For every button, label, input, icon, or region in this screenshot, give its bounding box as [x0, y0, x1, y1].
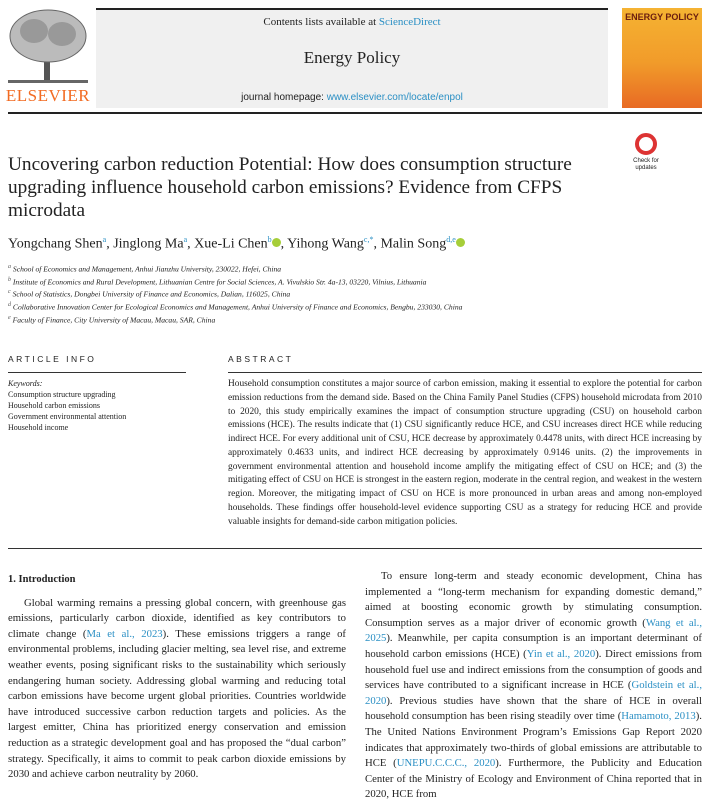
- contents-line: Contents lists available at ScienceDirec…: [96, 16, 608, 28]
- sciencedirect-link[interactable]: ScienceDirect: [378, 16, 441, 28]
- cover-title: ENERGY POLICY: [625, 12, 699, 22]
- affiliation-marker: d: [8, 301, 11, 308]
- affiliation-marker: e: [8, 314, 11, 321]
- homepage-link[interactable]: www.elsevier.com/locate/enpol: [326, 92, 463, 103]
- affiliation-text: Institute of Economics and Rural Develop…: [12, 277, 427, 287]
- elsevier-logo[interactable]: ELSEVIER: [4, 6, 92, 106]
- author-name[interactable]: Malin Song: [380, 236, 447, 252]
- author-name[interactable]: Xue-Li Chen: [194, 236, 268, 252]
- body-text: ). These emissions triggers a range of e…: [8, 627, 346, 781]
- citation-link[interactable]: UNEPU.C.C.C., 2020: [396, 757, 496, 770]
- keyword: Government environmental attention: [8, 412, 127, 421]
- body-text: ). Previous studies have shown that the …: [365, 694, 702, 723]
- body-text: Global warming remains a pressing global…: [8, 596, 346, 640]
- tree-icon: [8, 9, 88, 83]
- affiliation-marker: b: [8, 276, 11, 283]
- keywords: Keywords: Consumption structure upgradin…: [8, 378, 126, 433]
- contents-prefix: Contents lists available at: [263, 16, 379, 28]
- affiliation: a School of Economics and Management, An…: [8, 262, 462, 275]
- journal-header: Contents lists available at ScienceDirec…: [96, 8, 608, 108]
- citation-link[interactable]: Hamamoto, 2013: [621, 710, 696, 723]
- divider: [8, 548, 702, 549]
- abstract-heading: ABSTRACT: [228, 354, 294, 364]
- body-paragraph: To ensure long-term and steady economic …: [365, 569, 702, 803]
- author-name[interactable]: Yihong Wang: [287, 236, 364, 252]
- citation-link[interactable]: Yin et al., 2020: [526, 647, 596, 660]
- divider: [8, 372, 186, 373]
- elsevier-wordmark: ELSEVIER: [5, 86, 91, 105]
- body-text: ). Meanwhile, per capita consumption is …: [365, 632, 702, 660]
- body-text: ). The United Nations Environment Progra…: [365, 710, 702, 770]
- affiliation: b Institute of Economics and Rural Devel…: [8, 275, 462, 288]
- divider: [228, 372, 702, 373]
- homepage-line: journal homepage: www.elsevier.com/locat…: [96, 92, 608, 103]
- author-affiliation-marker[interactable]: b: [267, 235, 272, 244]
- check-updates-label: Check for updates: [633, 158, 659, 171]
- orcid-icon[interactable]: [271, 237, 281, 247]
- check-updates-icon: [635, 133, 657, 155]
- author-name[interactable]: Yongchang Shen: [8, 236, 103, 252]
- affiliation-text: School of Economics and Management, Anhu…: [12, 264, 282, 274]
- affiliation-marker: a: [8, 264, 11, 270]
- journal-cover[interactable]: ENERGY POLICY: [622, 8, 702, 108]
- author-affiliation-marker[interactable]: a: [183, 235, 188, 244]
- journal-title: Energy Policy: [303, 48, 401, 67]
- article-info-heading: ARTICLE INFO: [8, 354, 97, 364]
- citation-link[interactable]: Wang et al., 2025: [365, 616, 702, 645]
- abstract-text: Household consumption constitutes a majo…: [228, 379, 702, 527]
- keywords-label: Keywords:: [8, 379, 43, 388]
- affiliation: d Collaborative Innovation Center for Ec…: [8, 300, 462, 313]
- article-title: Uncovering carbon reduction Potential: H…: [8, 154, 572, 221]
- section-heading: 1. Introduction: [8, 574, 76, 585]
- check-for-updates-button[interactable]: Check for updates: [626, 133, 666, 179]
- keyword: Household income: [8, 423, 69, 432]
- body-text: To ensure long-term and steady economic …: [365, 570, 702, 629]
- body-paragraph: Global warming remains a pressing global…: [8, 596, 346, 783]
- author-affiliation-marker[interactable]: c,*: [363, 235, 374, 244]
- citation-link[interactable]: Ma et al., 2023: [86, 627, 163, 640]
- citation-link[interactable]: Goldstein et al., 2020: [365, 679, 702, 707]
- author-affiliation-marker[interactable]: d,e: [446, 235, 456, 244]
- affiliation-marker: c: [8, 289, 11, 296]
- affiliations: a School of Economics and Management, An…: [8, 262, 462, 325]
- keyword: Household carbon emissions: [8, 401, 100, 410]
- body-left-column: 1. Introduction Global warming remains a…: [8, 569, 346, 783]
- affiliation-text: Collaborative Innovation Center for Ecol…: [12, 302, 463, 312]
- affiliation-text: Faculty of Finance, City University of M…: [12, 315, 216, 325]
- affiliation-text: School of Statistics, Dongbei University…: [12, 289, 291, 299]
- affiliation: c School of Statistics, Dongbei Universi…: [8, 287, 462, 300]
- author-list: Yongchang Shena, Jinglong Maa, Xue-Li Ch…: [8, 235, 465, 253]
- keyword: Consumption structure upgrading: [8, 390, 116, 399]
- affiliation: e Faculty of Finance, City University of…: [8, 313, 462, 326]
- orcid-icon[interactable]: [455, 237, 465, 247]
- body-text: ). Direct emissions from household fuel …: [365, 647, 702, 692]
- homepage-prefix: journal homepage:: [241, 92, 327, 103]
- author-name[interactable]: Jinglong Ma: [113, 236, 184, 252]
- divider: [8, 112, 702, 114]
- body-right-column: To ensure long-term and steady economic …: [365, 569, 702, 803]
- author-affiliation-marker[interactable]: a: [102, 235, 107, 244]
